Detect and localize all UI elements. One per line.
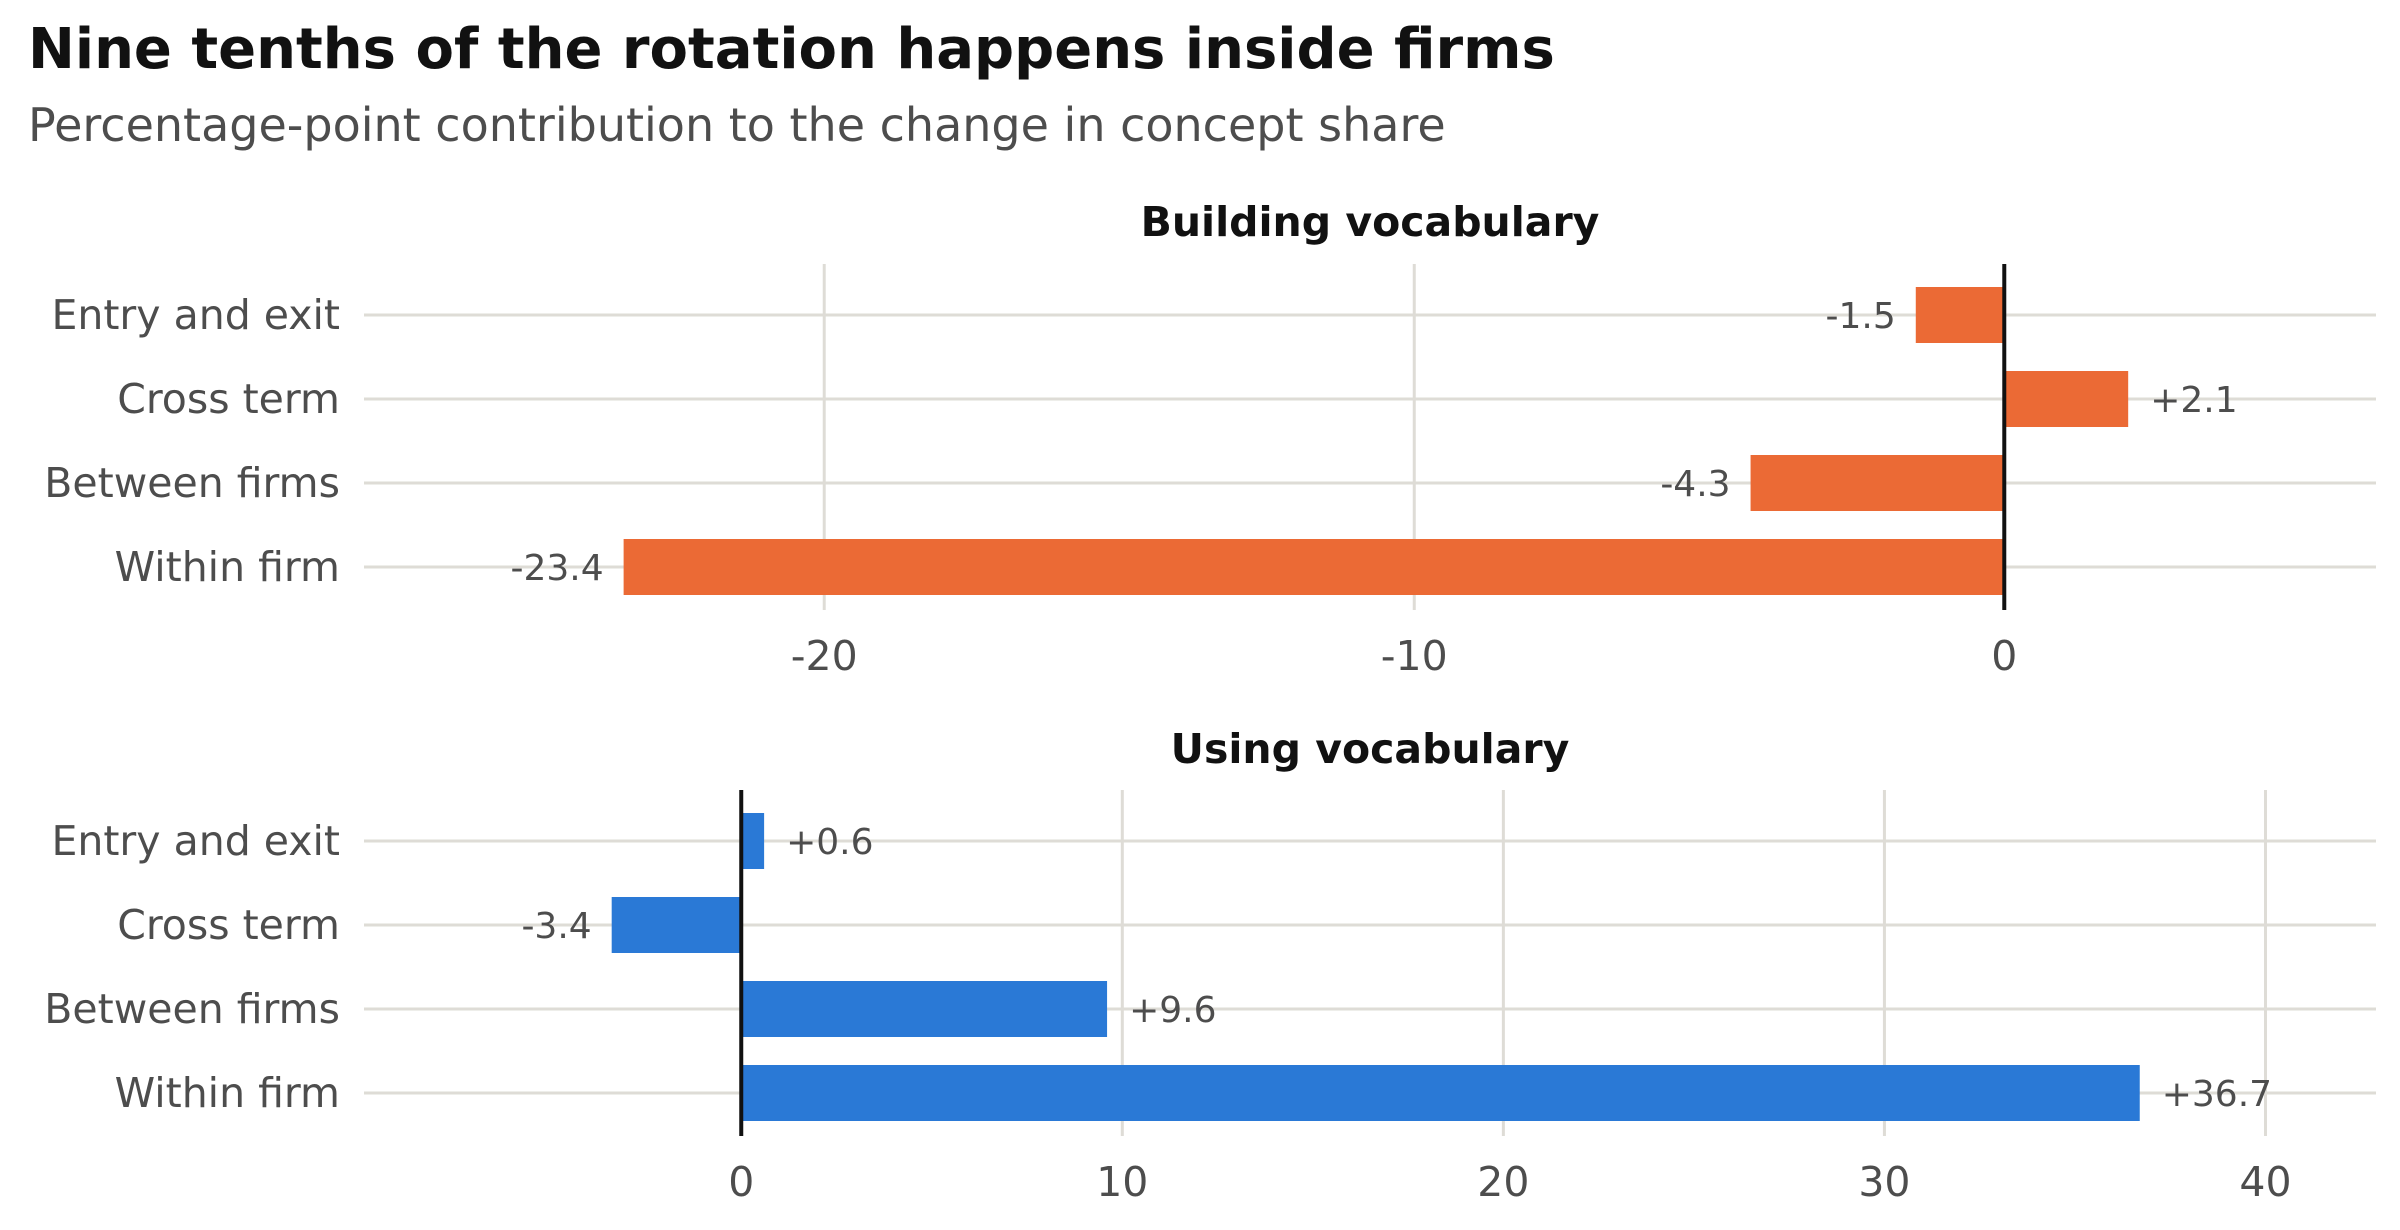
x-tick-label: 0 [1991,632,2017,680]
bar-building-vocabulary-within-firm [623,539,2005,595]
x-tick-label: 0 [728,1158,754,1206]
panel-title: Building vocabulary [1141,198,1600,246]
value-label: +0.6 [786,822,873,863]
panel-title: Using vocabulary [1171,725,1570,773]
category-label-between-firms: Between firms [44,459,340,507]
category-label-cross-term: Cross term [117,901,340,949]
category-label-within-firm: Within firm [115,543,340,591]
chart-subtitle: Percentage-point contribution to the cha… [28,98,1446,152]
x-tick-label: -20 [791,632,858,680]
x-tick-label: 10 [1096,1158,1148,1206]
value-label: -4.3 [1660,464,1730,505]
bar-using-vocabulary-cross-term [611,897,742,953]
x-tick-label: 20 [1477,1158,1529,1206]
category-label-within-firm: Within firm [115,1069,340,1117]
value-label: -1.5 [1826,296,1896,337]
value-label: -3.4 [521,906,591,947]
bar-building-vocabulary-entry-and-exit [1915,287,2005,343]
x-tick-label: 40 [2239,1158,2291,1206]
bar-using-vocabulary-entry-and-exit [741,813,765,869]
value-label: +2.1 [2150,380,2237,421]
x-tick-label: 30 [1858,1158,1910,1206]
value-label: +36.7 [2162,1074,2272,1115]
bar-building-vocabulary-cross-term [2004,371,2129,427]
chart-title: Nine tenths of the rotation happens insi… [28,17,1555,82]
value-label: -23.4 [510,548,603,589]
category-label-cross-term: Cross term [117,375,340,423]
category-label-entry-and-exit: Entry and exit [51,291,340,339]
bar-using-vocabulary-within-firm [741,1065,2140,1121]
category-label-between-firms: Between firms [44,985,340,1033]
value-label: +9.6 [1129,990,1216,1031]
x-tick-label: -10 [1381,632,1448,680]
panel-building-vocabulary: Building vocabulary -20 -10 0 Entry and exit… [44,198,2376,680]
panel-using-vocabulary: Using vocabulary 0 10 20 30 40 Entry and exit C… [44,725,2376,1206]
bar-using-vocabulary-between-firms [741,981,1108,1037]
bar-building-vocabulary-between-firms [1750,455,2005,511]
category-label-entry-and-exit: Entry and exit [51,817,340,865]
